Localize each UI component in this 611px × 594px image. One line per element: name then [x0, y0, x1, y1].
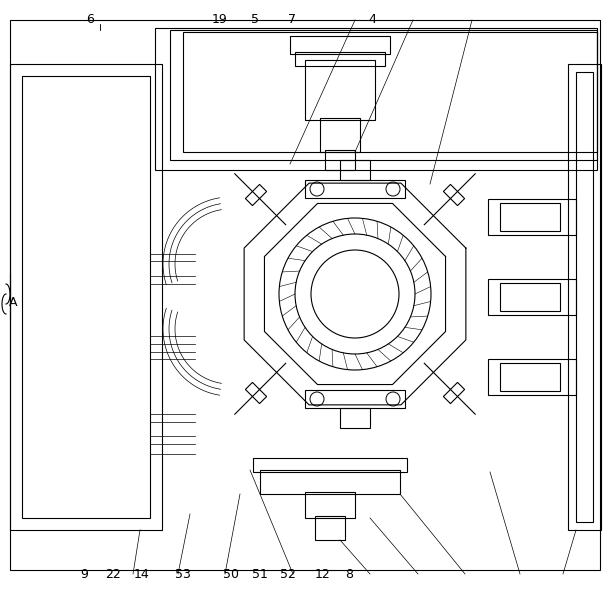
Bar: [10, 64, 162, 530]
Bar: [305, 60, 375, 120]
Bar: [305, 390, 405, 408]
Text: 12: 12: [315, 568, 331, 582]
Circle shape: [311, 250, 399, 338]
Text: 5: 5: [251, 12, 260, 26]
Text: 7: 7: [288, 12, 296, 26]
Text: 8: 8: [345, 568, 354, 582]
Bar: [253, 458, 407, 472]
Bar: [340, 160, 370, 180]
Text: 9: 9: [81, 568, 88, 582]
Bar: [170, 30, 597, 160]
Text: 6: 6: [87, 12, 94, 26]
Bar: [320, 118, 360, 152]
Bar: [500, 363, 560, 391]
Bar: [488, 279, 576, 315]
Text: 50: 50: [223, 568, 239, 582]
Bar: [315, 516, 345, 540]
Bar: [260, 470, 400, 494]
Text: 52: 52: [280, 568, 296, 582]
Bar: [305, 492, 355, 518]
Bar: [155, 28, 597, 170]
Text: 53: 53: [175, 568, 191, 582]
Bar: [340, 408, 370, 428]
Bar: [325, 150, 355, 170]
Text: A: A: [9, 296, 18, 309]
Bar: [576, 72, 593, 522]
Text: 51: 51: [252, 568, 268, 582]
Bar: [500, 283, 560, 311]
Bar: [305, 180, 405, 198]
Bar: [290, 36, 390, 54]
Text: 4: 4: [369, 12, 376, 26]
Text: 22: 22: [105, 568, 121, 582]
Bar: [568, 64, 601, 530]
Bar: [500, 203, 560, 231]
Bar: [295, 52, 385, 66]
Bar: [488, 199, 576, 235]
Bar: [488, 359, 576, 395]
Text: 14: 14: [134, 568, 150, 582]
Bar: [22, 76, 150, 518]
Text: 19: 19: [212, 12, 228, 26]
Bar: [183, 32, 597, 152]
